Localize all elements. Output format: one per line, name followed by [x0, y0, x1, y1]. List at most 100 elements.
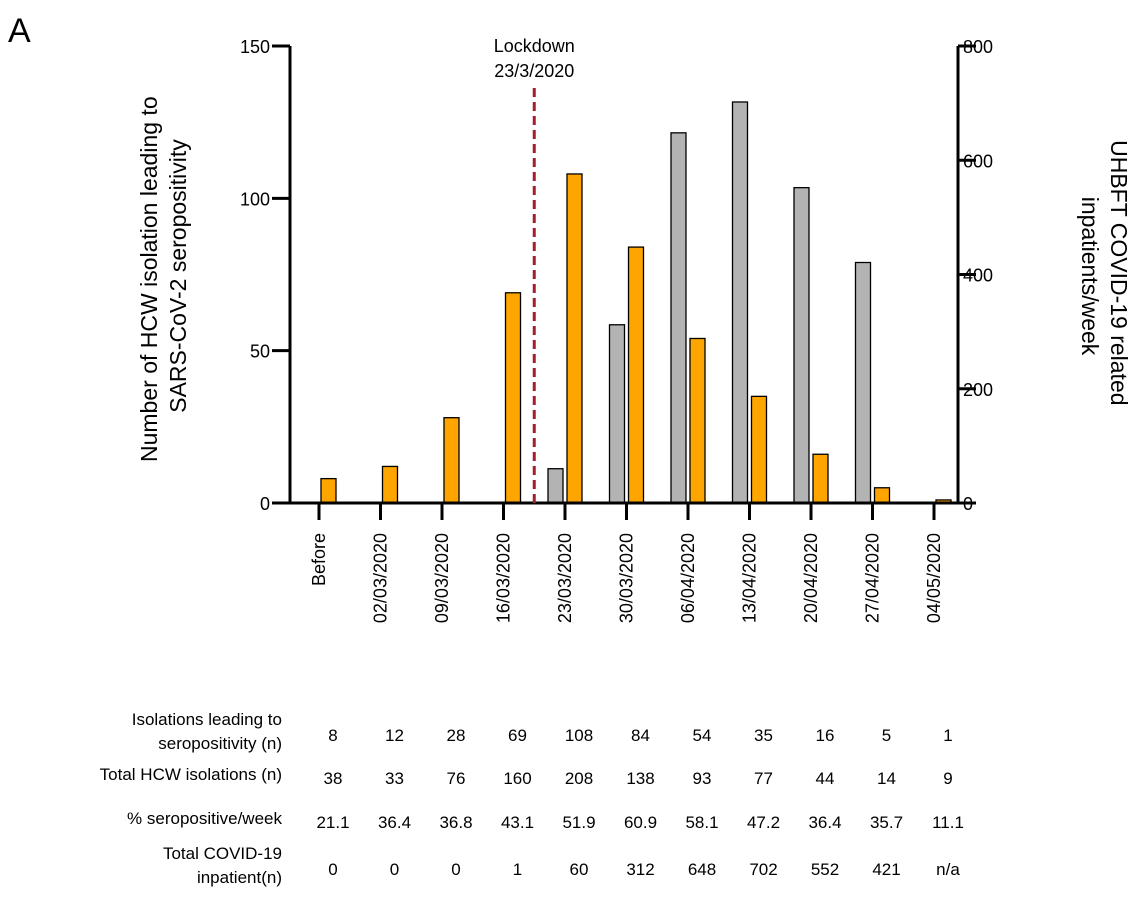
lockdown-annotation: Lockdown 23/3/2020 — [494, 36, 575, 503]
table-cell-3-6: 648 — [688, 860, 716, 879]
y-axis-title-line1: Number of HCW isolation leading to — [136, 96, 162, 462]
table-row-label-3-line1: Total COVID-19 — [163, 844, 282, 863]
y2-axis-title: UHBFT COVID-19 related inpatients/week — [1077, 140, 1132, 412]
table-cell-0-3: 69 — [508, 726, 527, 745]
x-tick-label-4: 23/03/2020 — [555, 533, 575, 623]
table-cell-0-6: 54 — [693, 726, 712, 745]
seropositive-bar-6 — [689, 337, 706, 504]
table-cell-0-0: 8 — [328, 726, 337, 745]
table-cell-0-4: 108 — [565, 726, 593, 745]
table-cell-0-8: 16 — [816, 726, 835, 745]
table-row-label-0-line1: Isolations leading to — [132, 710, 282, 729]
y2-axis-title-line1: UHBFT COVID-19 related — [1106, 140, 1132, 405]
left-tick-label-100: 100 — [240, 189, 270, 209]
table-cell-1-6: 93 — [693, 769, 712, 788]
table-cell-2-0: 21.1 — [316, 813, 349, 832]
inpatient-bar-6 — [670, 132, 687, 504]
table-cell-3-9: 421 — [872, 860, 900, 879]
right-tick-label-800: 800 — [963, 37, 993, 57]
seropositive-bar-2 — [443, 417, 460, 504]
seropositive-bar-5 — [627, 246, 645, 504]
right-tick-label-600: 600 — [963, 151, 993, 171]
x-tick-label-10: 04/05/2020 — [924, 533, 944, 623]
table-cell-1-2: 76 — [447, 769, 466, 788]
left-tick-label-150: 150 — [240, 37, 270, 57]
table-cell-1-7: 77 — [754, 769, 773, 788]
table-cell-2-9: 35.7 — [870, 813, 903, 832]
table-cell-0-7: 35 — [754, 726, 773, 745]
right-tick-label-0: 0 — [963, 494, 973, 514]
inpatient-bar-4 — [547, 468, 564, 504]
table-cell-2-6: 58.1 — [685, 813, 718, 832]
table-cell-3-2: 0 — [451, 860, 460, 879]
table-row-label-0-line2: seropositivity (n) — [158, 734, 282, 753]
table-cell-2-2: 36.8 — [439, 813, 472, 832]
table-cell-2-7: 47.2 — [747, 813, 780, 832]
table-cell-1-1: 33 — [385, 769, 404, 788]
table-cell-2-1: 36.4 — [378, 813, 411, 832]
seropositive-bar-0 — [320, 477, 337, 504]
table-cell-1-5: 138 — [626, 769, 654, 788]
table-cell-3-4: 60 — [570, 860, 589, 879]
table-cell-3-1: 0 — [390, 860, 399, 879]
bars-layer — [301, 101, 952, 504]
x-tick-label-2: 09/03/2020 — [432, 533, 452, 623]
axes-layer: 0 50 100 150 0 200 400 600 800 — [240, 37, 993, 520]
table-cell-2-3: 43.1 — [501, 813, 534, 832]
table-cell-1-3: 160 — [503, 769, 531, 788]
panel-letter: A — [8, 12, 31, 50]
table-cell-3-7: 702 — [749, 860, 777, 879]
table-row-label-3-line2: inpatient(n) — [197, 868, 282, 887]
table-cell-3-5: 312 — [626, 860, 654, 879]
table-cell-0-5: 84 — [631, 726, 650, 745]
table-cell-2-10: 11.1 — [932, 813, 964, 832]
x-tick-label-1: 02/03/2020 — [371, 533, 391, 623]
x-tick-label-0: Before — [309, 533, 329, 586]
seropositive-bar-1 — [381, 465, 399, 504]
lockdown-label-line1: Lockdown — [494, 36, 575, 56]
left-tick-label-50: 50 — [250, 342, 270, 362]
x-tick-label-7: 13/04/2020 — [740, 533, 760, 623]
x-tick-label-8: 20/04/2020 — [801, 533, 821, 623]
inpatient-bar-8 — [793, 187, 810, 504]
right-tick-label-200: 200 — [963, 380, 993, 400]
y2-axis-title-line2: inpatients/week — [1077, 197, 1103, 356]
table-cell-2-5: 60.9 — [624, 813, 657, 832]
seropositive-bar-9 — [873, 487, 891, 504]
table-cell-1-8: 44 — [816, 769, 835, 788]
x-tick-label-9: 27/04/2020 — [863, 533, 883, 623]
table-cell-1-9: 14 — [877, 769, 896, 788]
x-tick-label-5: 30/03/2020 — [617, 533, 637, 623]
table-cell-1-4: 208 — [565, 769, 593, 788]
x-tick-label-6: 06/04/2020 — [678, 533, 698, 623]
seropositive-bar-8 — [812, 453, 829, 504]
table-cell-0-10: 1 — [943, 726, 952, 745]
table-cell-1-0: 38 — [324, 769, 343, 788]
seropositive-bar-3 — [504, 292, 522, 504]
category-labels: Before 02/03/2020 09/03/2020 16/03/2020 23/0… — [309, 533, 944, 623]
inpatient-bar-9 — [854, 261, 872, 504]
table-cell-0-9: 5 — [882, 726, 891, 745]
table-cell-3-3: 1 — [513, 860, 522, 879]
y-axis-title-line2: SARS-CoV-2 seropositivity — [165, 139, 191, 413]
table-row-label-1: Total HCW isolations (n) — [100, 765, 282, 784]
table-cell-0-2: 28 — [447, 726, 466, 745]
table-cell-1-10: 9 — [943, 769, 952, 788]
table-row-label-2: % seropositive/week — [127, 809, 282, 828]
inpatient-bar-7 — [731, 101, 749, 504]
seropositive-bar-7 — [750, 395, 768, 504]
right-tick-label-400: 400 — [963, 266, 993, 286]
y-axis-title: Number of HCW isolation leading to SARS-… — [136, 90, 191, 462]
inpatient-bar-5 — [608, 324, 626, 504]
table-cell-2-4: 51.9 — [562, 813, 595, 832]
table-cell-3-10: n/a — [936, 860, 960, 879]
table-cell-3-8: 552 — [811, 860, 839, 879]
table-cell-0-1: 12 — [385, 726, 404, 745]
seropositive-bar-4 — [566, 173, 583, 504]
table-cell-2-8: 36.4 — [808, 813, 841, 832]
left-tick-label-0: 0 — [260, 494, 270, 514]
table-cell-3-0: 0 — [328, 860, 337, 879]
x-tick-label-3: 16/03/2020 — [494, 533, 514, 623]
summary-table: Isolations leading to seropositivity (n) 8… — [100, 710, 964, 887]
